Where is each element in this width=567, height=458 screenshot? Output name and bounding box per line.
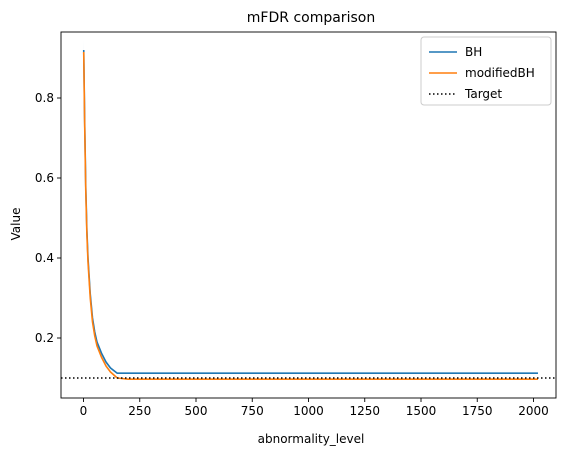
y-tick-label: 0.4 — [35, 251, 54, 265]
x-tick-label: 2000 — [518, 404, 549, 418]
x-tick-label: 250 — [128, 404, 151, 418]
x-tick-label: 1500 — [406, 404, 437, 418]
legend: BH modifiedBH Target — [420, 36, 552, 106]
x-tick-label: 1750 — [462, 404, 493, 418]
x-tick-label: 1000 — [293, 404, 324, 418]
plot-content — [61, 40, 556, 380]
y-tick-label: 0.6 — [35, 171, 54, 185]
y-axis: 0.2 0.4 0.6 0.8 — [35, 91, 61, 345]
x-axis: 0 250 500 750 1000 1250 1500 1750 2000 — [80, 398, 549, 418]
y-axis-label: Value — [9, 208, 23, 241]
x-tick-label: 1250 — [349, 404, 380, 418]
legend-label-modifiedbh: modifiedBH — [465, 66, 535, 80]
legend-label-target: Target — [464, 87, 502, 101]
y-tick-label: 0.2 — [35, 331, 54, 345]
legend-label-bh: BH — [465, 45, 482, 59]
legend-box — [420, 36, 552, 106]
y-tick-label: 0.8 — [35, 91, 54, 105]
x-tick-label: 0 — [80, 404, 88, 418]
series-line-modifiedbh — [82, 51, 538, 380]
x-tick-label: 750 — [241, 404, 264, 418]
chart-title: mFDR comparison — [247, 10, 375, 26]
x-tick-label: 500 — [185, 404, 208, 418]
x-axis-label: abnormality_level — [258, 432, 365, 446]
